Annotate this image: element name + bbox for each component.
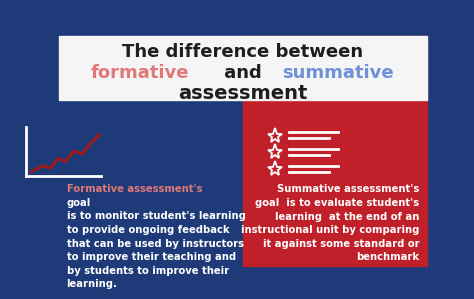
Text: Formative assessment's: Formative assessment's <box>66 184 202 194</box>
Text: assessment: assessment <box>178 84 308 103</box>
Text: formative: formative <box>91 63 189 82</box>
Bar <box>59 36 427 100</box>
Text: goal
is to monitor student's learning
to provide ongoing feedback
that can be us: goal is to monitor student's learning to… <box>66 198 246 289</box>
Text: The difference between: The difference between <box>122 43 364 61</box>
Text: and: and <box>218 63 268 82</box>
Bar <box>59 36 243 266</box>
Text: summative: summative <box>283 63 394 82</box>
Text: Summative assessment's
goal  is to evaluate student's
learning  at the end of an: Summative assessment's goal is to evalua… <box>241 184 419 263</box>
Bar <box>243 36 427 266</box>
